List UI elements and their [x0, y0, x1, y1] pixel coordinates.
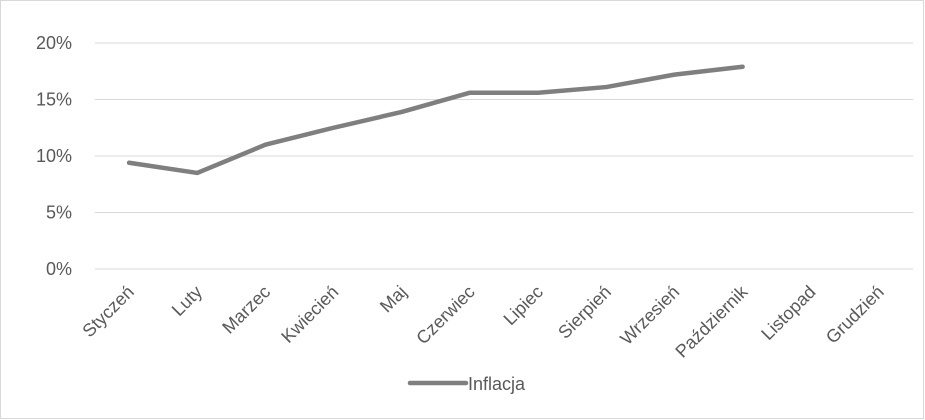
y-axis-tick-labels: 0% 5% 10% 15% 20%	[36, 33, 72, 279]
x-category-label: Marzec	[218, 282, 274, 338]
series-line	[126, 64, 745, 176]
data-point	[604, 85, 609, 90]
y-tick-label: 10%	[36, 146, 72, 166]
data-point	[740, 64, 745, 69]
data-point	[536, 90, 541, 95]
x-category-label: Grudzień	[822, 282, 888, 348]
x-category-label: Październik	[671, 281, 752, 362]
x-category-label: Maj	[376, 282, 411, 317]
y-tick-label: 15%	[36, 90, 72, 110]
series-lines	[126, 64, 745, 176]
legend-label: Inflacja	[468, 374, 526, 394]
x-axis-category-labels: Styczeń Luty Marzec Kwiecień Maj Czerwiec Lipi…	[78, 281, 887, 362]
data-point	[195, 170, 200, 175]
data-point	[127, 160, 132, 165]
data-point	[331, 125, 336, 130]
data-point	[399, 109, 404, 114]
x-category-label: Listopad	[757, 282, 819, 344]
y-tick-label: 20%	[36, 33, 72, 53]
x-category-label: Styczeń	[78, 282, 137, 341]
data-point	[672, 72, 677, 77]
gridlines	[95, 42, 913, 270]
data-point	[263, 142, 268, 147]
x-category-label: Wrzesień	[616, 282, 683, 349]
x-category-label: Kwiecień	[277, 282, 342, 347]
y-tick-label: 5%	[46, 203, 72, 223]
data-point	[467, 90, 472, 95]
x-category-label: Lipiec	[500, 282, 547, 329]
x-category-label: Czerwiec	[412, 282, 478, 348]
legend: Inflacja	[407, 374, 526, 394]
x-category-label: Sierpień	[554, 282, 615, 343]
x-category-label: Luty	[168, 282, 206, 320]
y-tick-label: 0%	[46, 259, 72, 279]
